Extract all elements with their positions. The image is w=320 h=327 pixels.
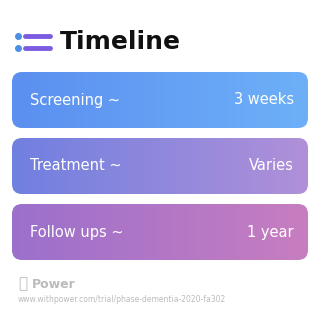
Text: 1 year: 1 year bbox=[247, 225, 294, 239]
Text: Follow ups ~: Follow ups ~ bbox=[30, 225, 124, 239]
Text: 3 weeks: 3 weeks bbox=[234, 93, 294, 108]
Text: Timeline: Timeline bbox=[60, 30, 181, 54]
Text: www.withpower.com/trial/phase-dementia-2020-fa302: www.withpower.com/trial/phase-dementia-2… bbox=[18, 296, 226, 304]
Text: Treatment ~: Treatment ~ bbox=[30, 159, 122, 174]
Text: Varies: Varies bbox=[249, 159, 294, 174]
Text: Power: Power bbox=[32, 278, 76, 290]
Text: ␧: ␧ bbox=[18, 277, 27, 291]
Text: Screening ~: Screening ~ bbox=[30, 93, 120, 108]
